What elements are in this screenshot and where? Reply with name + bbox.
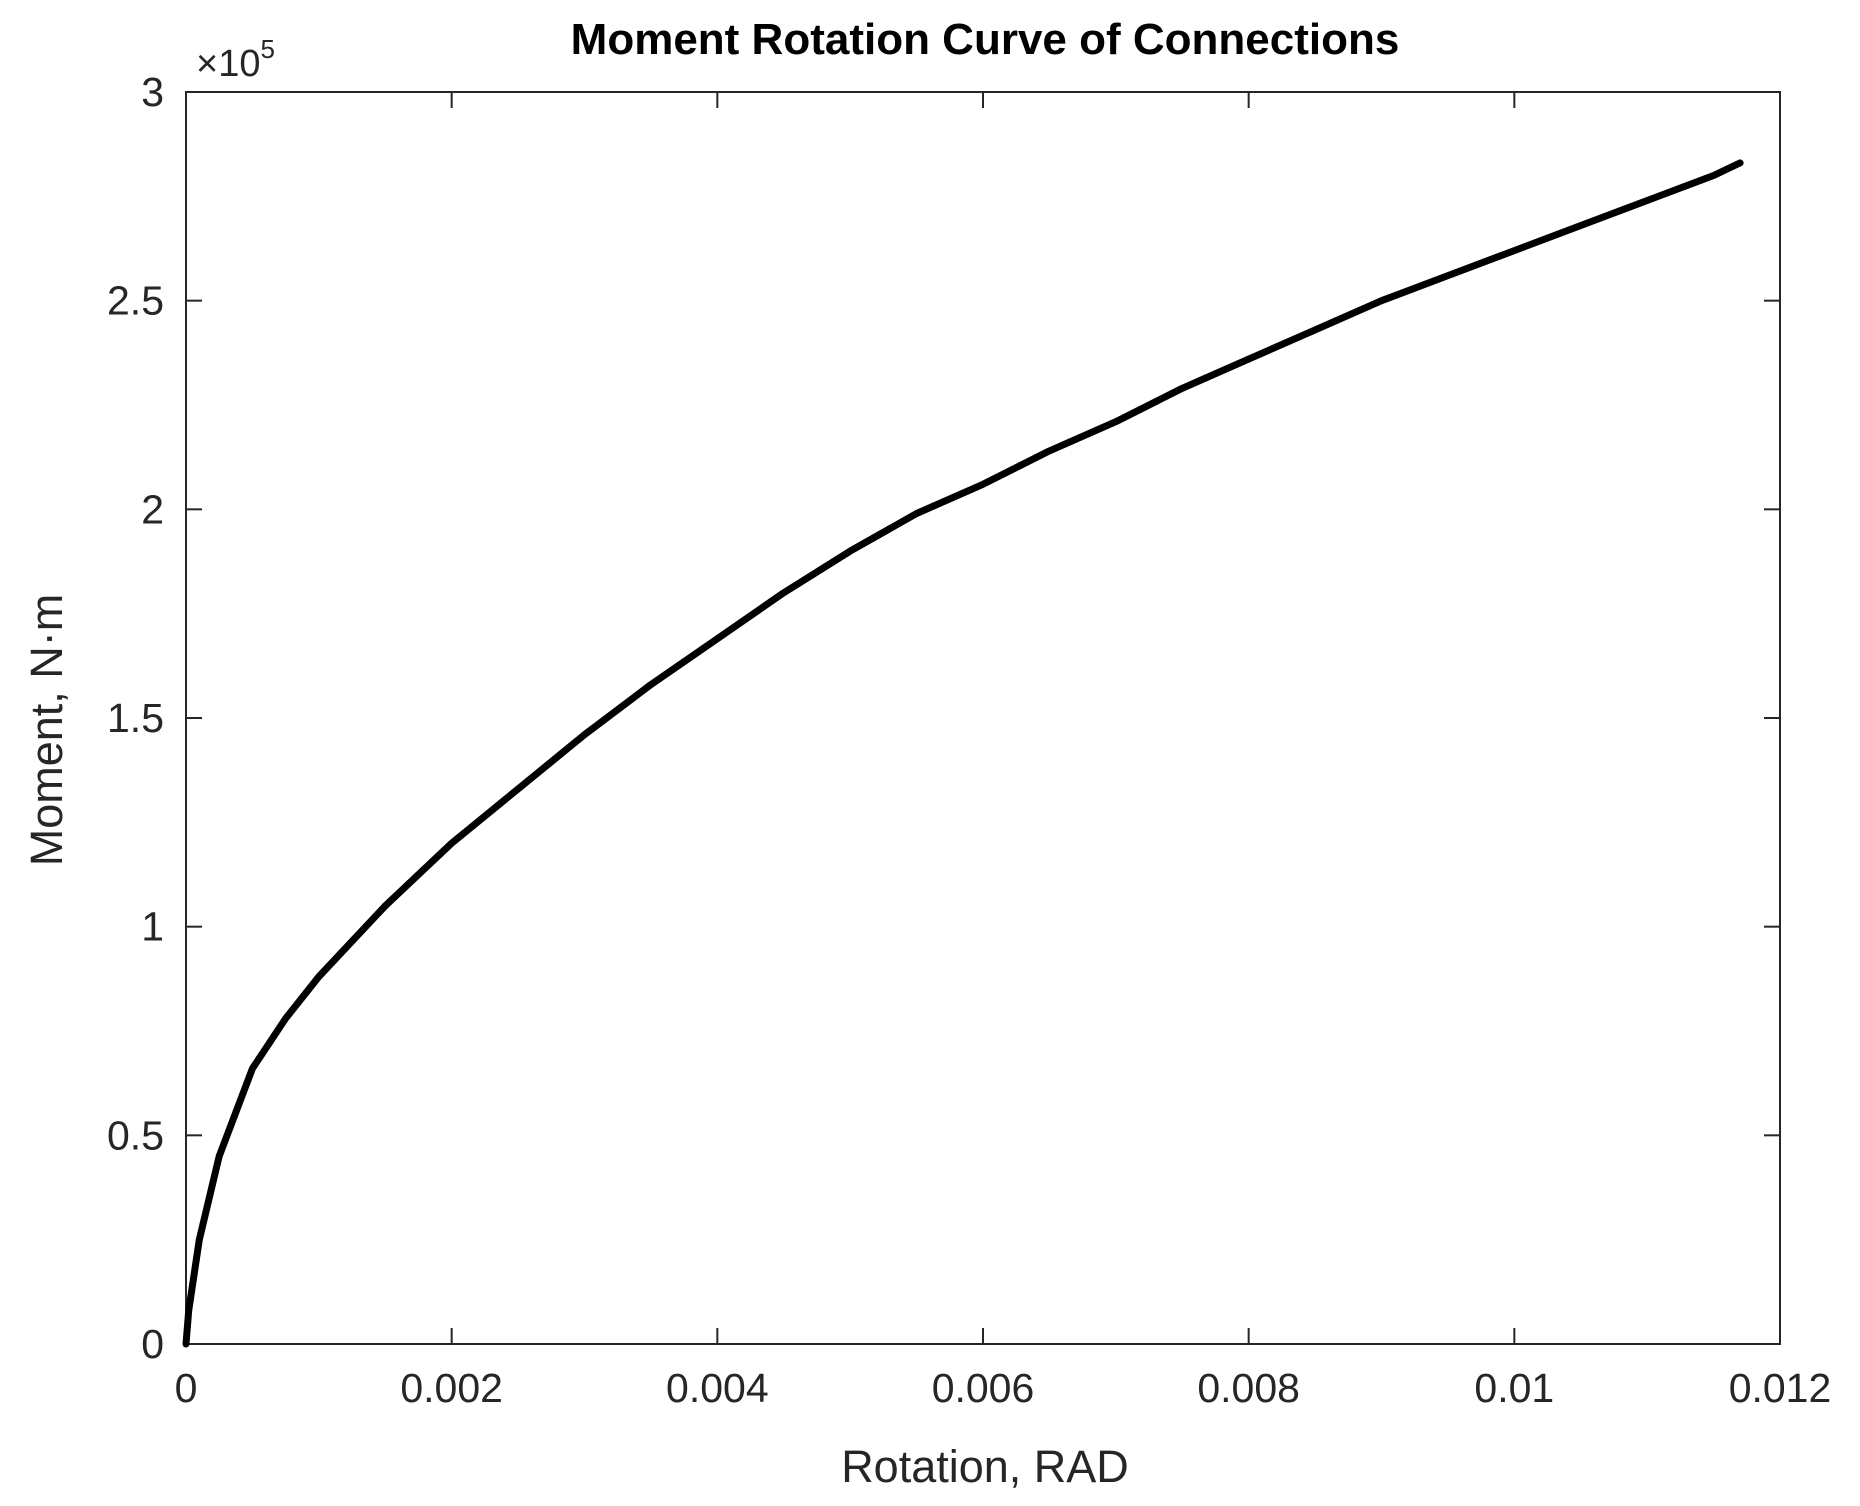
y-tick-label: 2.5 (107, 278, 164, 324)
x-tick-label: 0 (175, 1365, 198, 1411)
x-tick-label: 0.008 (1197, 1365, 1300, 1411)
moment-rotation-line (182, 159, 1744, 1348)
y-axis-exponent-power: 5 (260, 34, 274, 64)
y-tick-label: 1 (141, 904, 164, 950)
y-tick-label: 3 (141, 69, 164, 115)
x-tick-label: 0.002 (400, 1365, 503, 1411)
x-tick-label: 0.012 (1729, 1365, 1832, 1411)
x-axis-label: Rotation, RAD (841, 1441, 1129, 1492)
plot-area (185, 91, 1781, 1345)
y-axis-exponent: ×105 (196, 34, 275, 85)
y-tick-label: 0.5 (107, 1112, 164, 1158)
x-tick-label: 0.01 (1474, 1365, 1554, 1411)
y-tick-label: 2 (141, 486, 164, 532)
y-tick-label: 1.5 (107, 695, 164, 741)
y-tick-label: 0 (141, 1321, 164, 1367)
y-axis-exponent-base: ×10 (196, 43, 260, 85)
y-axis-label: Moment, N·m (21, 594, 72, 867)
tick-labels: 0 0.002 0.004 0.006 0.008 0.01 0.012 0 0.5 1 1.5 2 2… (107, 69, 1831, 1411)
x-tick-label: 0.004 (666, 1365, 769, 1411)
x-tick-label: 0.006 (932, 1365, 1035, 1411)
axis-ticks (185, 91, 1781, 1345)
chart-title: Moment Rotation Curve of Connections (571, 15, 1400, 64)
